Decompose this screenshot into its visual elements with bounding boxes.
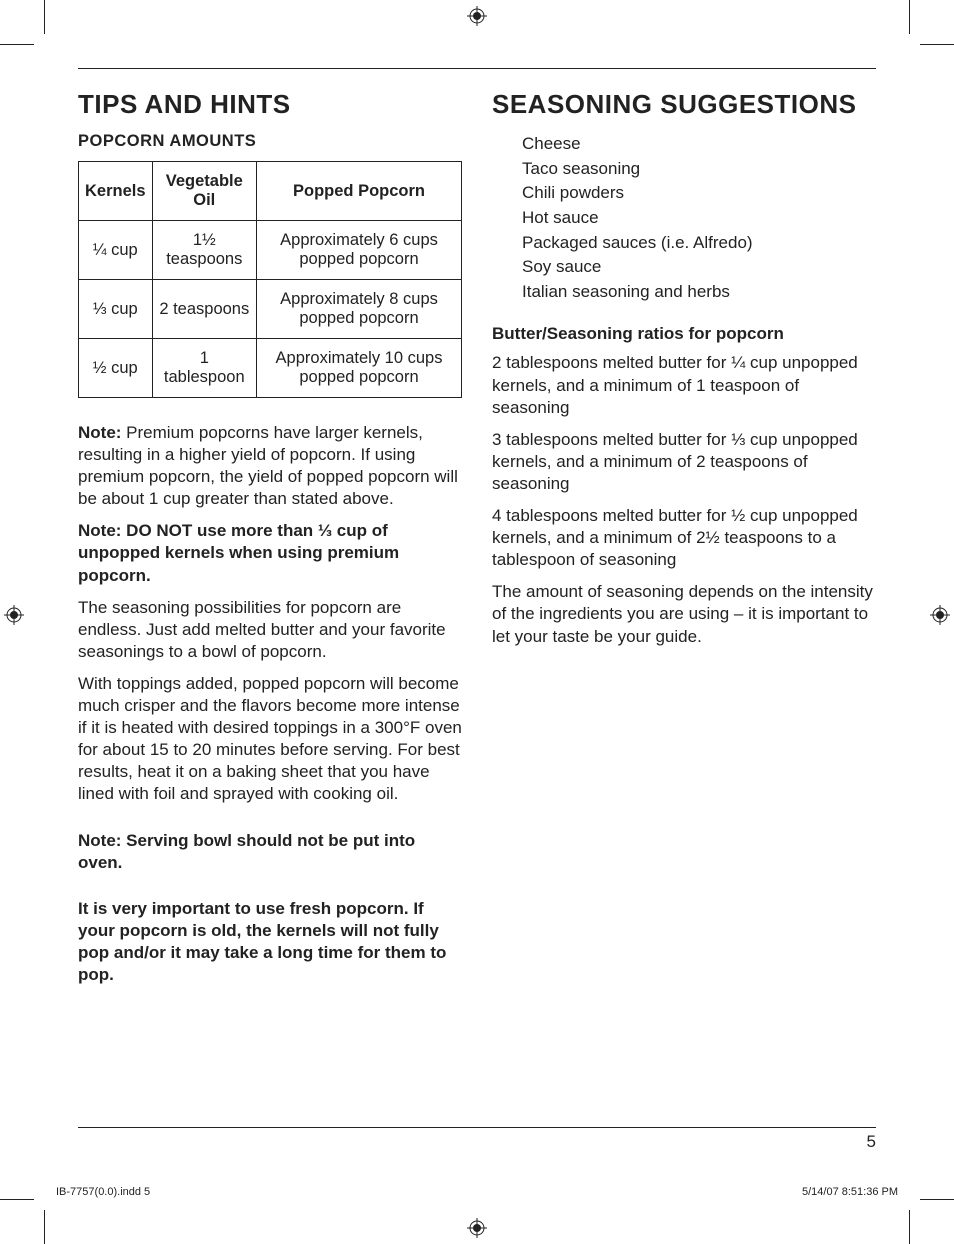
crop-mark <box>920 44 954 45</box>
list-item: Chili powders <box>522 181 876 206</box>
page-number: 5 <box>867 1132 876 1152</box>
seasoning-heading: SEASONING SUGGESTIONS <box>492 89 876 120</box>
page-content: TIPS AND HINTS POPCORN AMOUNTS Kernels V… <box>78 68 876 1200</box>
crop-mark <box>0 1199 34 1200</box>
table-row: ⅓ cup 2 teaspoons Approximately 8 cups p… <box>79 280 462 339</box>
ratio-3: 4 tablespoons melted butter for ½ cup un… <box>492 505 876 571</box>
col-oil: Vegetable Oil <box>152 162 257 221</box>
left-column: TIPS AND HINTS POPCORN AMOUNTS Kernels V… <box>78 89 462 996</box>
popcorn-amounts-table: Kernels Vegetable Oil Popped Popcorn ¼ c… <box>78 161 462 398</box>
tips-heading: TIPS AND HINTS <box>78 89 462 120</box>
registration-mark-icon <box>467 1218 487 1238</box>
cell: 2 teaspoons <box>152 280 257 339</box>
table-row: ½ cup 1 tablespoon Approximately 10 cups… <box>79 339 462 398</box>
ratio-2: 3 tablespoons melted butter for ⅓ cup un… <box>492 429 876 495</box>
ratio-1: 2 tablespoons melted butter for ¼ cup un… <box>492 352 876 418</box>
crop-mark <box>909 0 910 34</box>
note-label: Note: <box>78 423 121 442</box>
ratio-4: The amount of seasoning depends on the i… <box>492 581 876 647</box>
crop-mark <box>920 1199 954 1200</box>
list-item: Taco seasoning <box>522 157 876 182</box>
registration-mark-icon <box>4 605 24 625</box>
footer-timestamp: 5/14/07 8:51:36 PM <box>802 1186 898 1198</box>
toppings-tip: With toppings added, popped popcorn will… <box>78 673 462 806</box>
cell: ½ cup <box>79 339 153 398</box>
cell: 1 tablespoon <box>152 339 257 398</box>
table-row: ¼ cup 1½ teaspoons Approximately 6 cups … <box>79 221 462 280</box>
popcorn-amounts-heading: POPCORN AMOUNTS <box>78 132 462 151</box>
footer-filename: IB-7757(0.0).indd 5 <box>56 1186 150 1198</box>
cell: Approximately 10 cups popped popcorn <box>257 339 462 398</box>
list-item: Cheese <box>522 132 876 157</box>
ratios-heading: Butter/Seasoning ratios for popcorn <box>492 324 876 344</box>
top-rule <box>78 68 876 69</box>
list-item: Packaged sauces (i.e. Alfredo) <box>522 231 876 256</box>
two-column-layout: TIPS AND HINTS POPCORN AMOUNTS Kernels V… <box>78 89 876 996</box>
cell: Approximately 8 cups popped popcorn <box>257 280 462 339</box>
bottom-rule <box>78 1127 876 1128</box>
list-item: Hot sauce <box>522 206 876 231</box>
seasoning-possibilities: The seasoning possibilities for popcorn … <box>78 597 462 663</box>
registration-mark-icon <box>930 605 950 625</box>
note-bowl: Note: Serving bowl should not be put int… <box>78 830 462 874</box>
crop-mark <box>909 1210 910 1244</box>
cell: ⅓ cup <box>79 280 153 339</box>
note-fresh: It is very important to use fresh popcor… <box>78 898 462 986</box>
seasoning-list: Cheese Taco seasoning Chili powders Hot … <box>522 132 876 304</box>
table-header-row: Kernels Vegetable Oil Popped Popcorn <box>79 162 462 221</box>
col-popped: Popped Popcorn <box>257 162 462 221</box>
print-footer: IB-7757(0.0).indd 5 5/14/07 8:51:36 PM <box>56 1186 898 1198</box>
crop-mark <box>44 1210 45 1244</box>
cell: ¼ cup <box>79 221 153 280</box>
list-item: Italian seasoning and herbs <box>522 280 876 305</box>
col-kernels: Kernels <box>79 162 153 221</box>
list-item: Soy sauce <box>522 255 876 280</box>
note-premium: Note: Premium popcorns have larger kerne… <box>78 422 462 510</box>
registration-mark-icon <box>467 6 487 26</box>
right-column: SEASONING SUGGESTIONS Cheese Taco season… <box>492 89 876 996</box>
cell: Approximately 6 cups popped popcorn <box>257 221 462 280</box>
crop-mark <box>44 0 45 34</box>
note-body: Premium popcorns have larger kernels, re… <box>78 423 458 508</box>
cell: 1½ teaspoons <box>152 221 257 280</box>
note-do-not: Note: DO NOT use more than ⅓ cup of unpo… <box>78 520 462 586</box>
crop-mark <box>0 44 34 45</box>
